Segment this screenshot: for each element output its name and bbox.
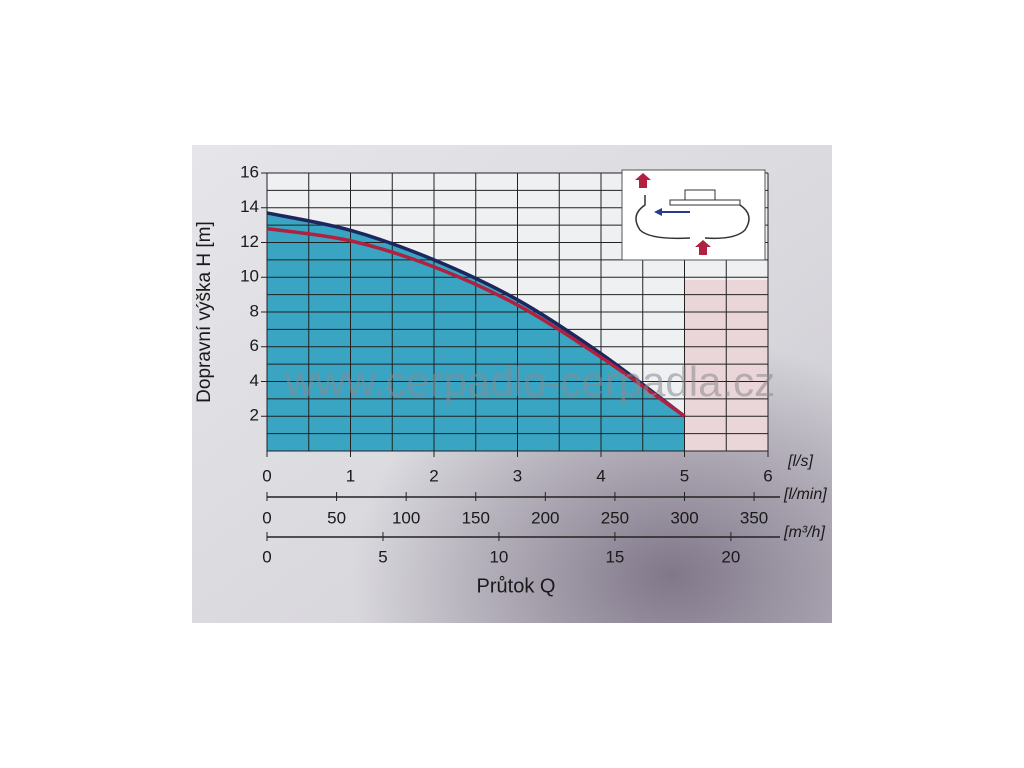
secondary-tick-label: 10 [489,547,508,566]
x-tick-label: 5 [680,466,689,485]
secondary-tick-label: 0 [262,508,271,527]
secondary-tick-label: 20 [721,547,740,566]
x-tick-label: 0 [262,466,271,485]
series-line [266,226,686,418]
y-tick-label: 12 [240,232,259,251]
secondary-unit: [m³/h] [783,524,825,541]
x-axis-title: Průtok Q [477,575,556,597]
secondary-tick-label: 200 [531,508,559,527]
y-tick-label: 6 [250,336,259,355]
secondary-tick-label: 15 [605,547,624,566]
x-tick-label: 4 [596,466,605,485]
y-tick-label: 2 [250,406,259,425]
secondary-tick-label: 300 [670,508,698,527]
x-unit: [l/s] [787,453,813,470]
secondary-tick-label: 350 [740,508,768,527]
watermark: www.cerpadlo-cerpadla.cz [284,358,775,405]
secondary-tick-label: 100 [392,508,420,527]
y-tick-label: 16 [240,162,259,181]
x-tick-label: 6 [763,466,772,485]
pump-icon [621,169,766,261]
secondary-tick-label: 5 [378,547,387,566]
series-line [266,211,686,418]
x-tick-label: 1 [346,466,355,485]
secondary-tick-label: 150 [462,508,490,527]
y-tick-label: 8 [250,301,259,320]
secondary-tick-label: 50 [327,508,346,527]
secondary-unit: [l/min] [783,486,827,503]
secondary-tick-label: 0 [262,547,271,566]
x-tick-label: 3 [513,466,522,485]
y-tick-label: 14 [240,197,259,216]
y-tick-label: 10 [240,267,259,286]
y-axis-title: Dopravní výška H [m] [194,221,215,403]
y-tick-label: 4 [250,371,259,390]
x-tick-label: 2 [429,466,438,485]
secondary-tick-label: 250 [601,508,629,527]
